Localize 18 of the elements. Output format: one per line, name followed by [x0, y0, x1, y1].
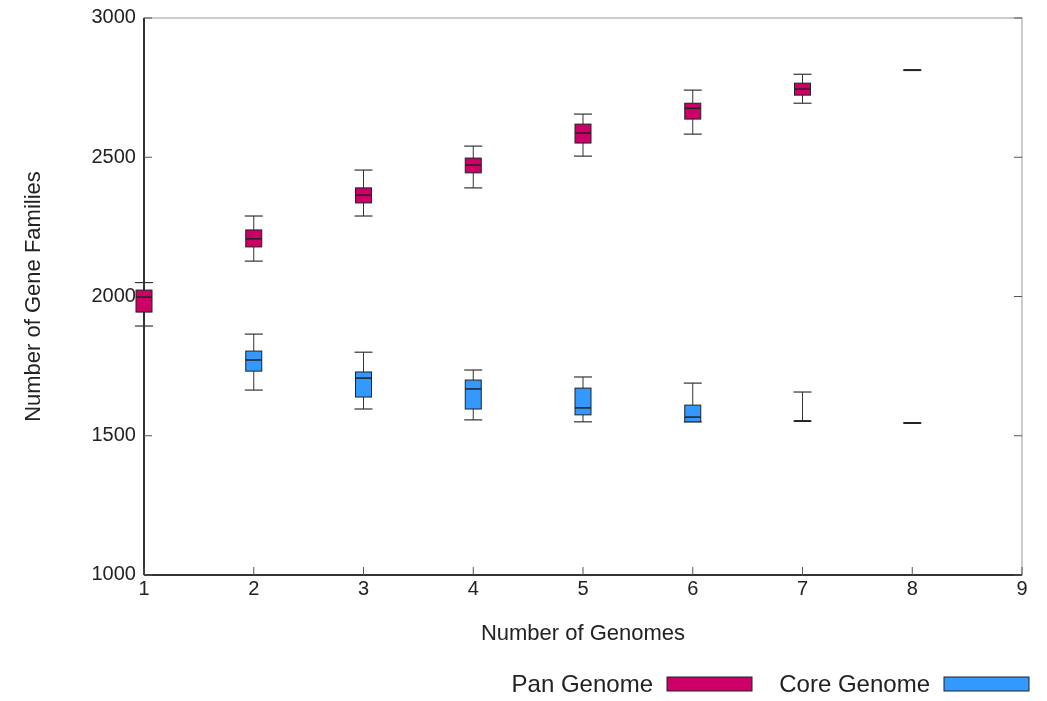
- x-tick-label: 1: [138, 577, 150, 599]
- x-tick-label: 8: [906, 577, 918, 599]
- x-tick-label: 6: [687, 577, 699, 599]
- legend-label: Core Genome: [779, 670, 930, 698]
- x-tick-label: 3: [357, 577, 370, 599]
- y-axis-title: Number of Gene Families: [20, 171, 45, 422]
- x-axis-title: Number of Genomes: [480, 620, 686, 645]
- x-tick-label: 9: [1016, 577, 1028, 599]
- y-tick-label: 1500: [91, 423, 136, 446]
- y-tick-label: 2500: [91, 144, 136, 167]
- x-tick-label: 2: [248, 577, 260, 599]
- x-tick-label: 5: [577, 577, 589, 599]
- y-tick-label: 3000: [91, 5, 136, 28]
- x-tick-label: 4: [467, 577, 479, 599]
- x-tick-label: 7: [796, 577, 809, 599]
- y-tick-label: 1000: [91, 562, 136, 585]
- y-tick-label: 2000: [91, 283, 136, 306]
- legend-label: Pan Genome: [511, 670, 653, 698]
